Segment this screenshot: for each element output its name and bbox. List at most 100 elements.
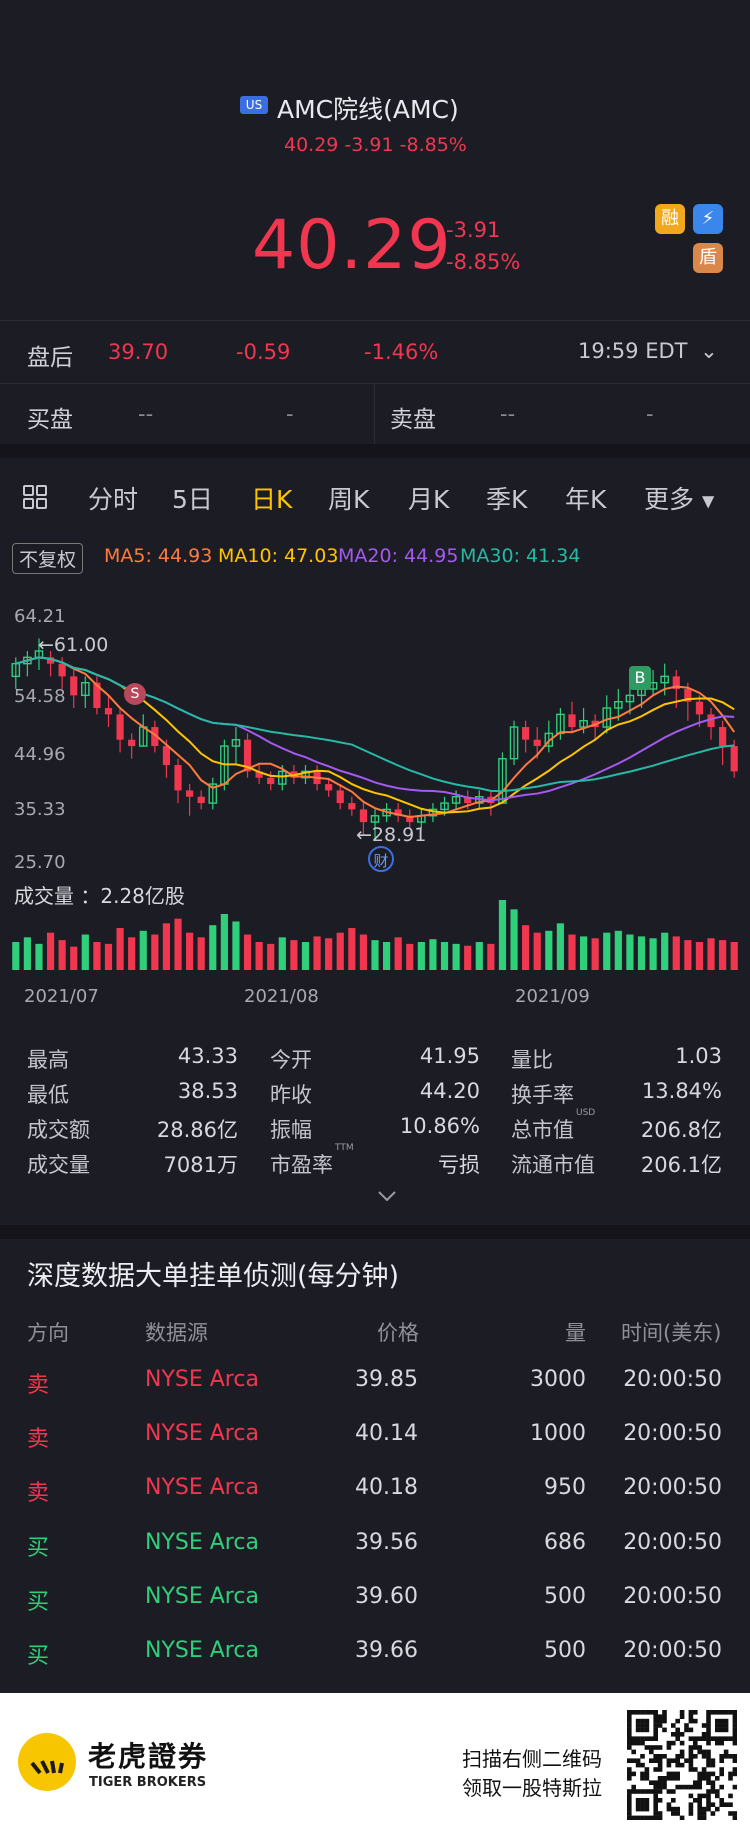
grid-menu-icon[interactable] (22, 484, 48, 510)
volume-bar (672, 936, 680, 970)
stat-label: 昨收 (270, 1083, 312, 1107)
stat-label: 量比 (511, 1048, 553, 1072)
tab-yearly-k[interactable]: 年K (565, 485, 607, 514)
stat-value: 206.1亿 (640, 1153, 722, 1177)
qr-module (671, 1806, 676, 1812)
qr-module (706, 1771, 711, 1777)
volume-bar (313, 936, 321, 970)
x-tick-0: 2021/07 (24, 986, 99, 1007)
qr-module (697, 1745, 702, 1750)
qr-module (627, 1771, 632, 1777)
qr-module (635, 1802, 641, 1807)
volume-bar (661, 932, 669, 970)
qr-module (644, 1736, 650, 1741)
qr-code[interactable] (627, 1710, 737, 1820)
after-hours-time[interactable]: 19:59 EDT ⌄ (578, 339, 718, 363)
qr-module (719, 1727, 724, 1733)
header-time: 时间(美东) (621, 1321, 722, 1345)
stat-value: 28.86亿 (156, 1118, 238, 1142)
qr-module (710, 1736, 716, 1741)
qr-module (635, 1710, 641, 1715)
depth-cell-qty: 500 (544, 1638, 586, 1663)
shield-badge-icon[interactable]: 盾 (693, 243, 723, 273)
margin-badge-icon[interactable]: 融 (655, 204, 685, 234)
depth-cell-qty: 500 (544, 1584, 586, 1609)
sell-marker-icon[interactable]: S (124, 683, 146, 705)
qr-module (723, 1723, 729, 1728)
qr-module (688, 1754, 694, 1759)
candle-body (46, 657, 55, 664)
qr-module (706, 1718, 711, 1724)
qr-module (679, 1815, 685, 1820)
volume-bar (174, 918, 182, 970)
volume-bar (452, 943, 460, 970)
tab-weekly-k[interactable]: 周K (328, 485, 370, 514)
qr-module (701, 1732, 707, 1737)
volume-bar (591, 938, 599, 970)
qr-module (649, 1736, 654, 1741)
volume-bar (197, 937, 205, 970)
volume-bar (255, 942, 263, 970)
depth-cell-time: 20:00:50 (623, 1530, 722, 1555)
candle-body (348, 803, 356, 810)
candle-body (522, 727, 530, 740)
qr-module (635, 1806, 641, 1812)
candle-body (186, 790, 194, 797)
qr-module (675, 1736, 680, 1741)
qr-module (631, 1771, 636, 1777)
volume-bar (406, 943, 414, 970)
tab-intraday[interactable]: 分时 (88, 485, 139, 514)
volume-bar (35, 943, 43, 970)
stat-value: 10.86% (399, 1114, 480, 1138)
qr-module (644, 1745, 650, 1750)
qr-module (653, 1758, 658, 1763)
volume-bar (707, 938, 715, 970)
qr-module (697, 1802, 702, 1807)
candle-body (406, 815, 414, 823)
qr-module (732, 1784, 737, 1790)
buy-marker-icon[interactable]: B (629, 666, 651, 690)
volume-bar (23, 937, 31, 970)
stat-value: 38.53 (177, 1079, 238, 1103)
qr-module (728, 1754, 733, 1759)
qr-module (715, 1789, 720, 1794)
volume-bar (186, 932, 194, 970)
stat-value: 41.95 (419, 1044, 480, 1068)
earnings-marker-icon[interactable]: 财 (368, 846, 394, 872)
qr-module (693, 1780, 698, 1785)
tab-5day[interactable]: 5日 (172, 485, 213, 514)
qr-module (653, 1736, 658, 1741)
price-change-pct: -8.85% (446, 250, 521, 274)
volume-bar (232, 921, 240, 970)
tiger-logo-icon (18, 1733, 76, 1791)
tab-quarterly-k[interactable]: 季K (486, 485, 528, 514)
qr-module (697, 1780, 702, 1785)
candle-body (440, 802, 449, 811)
candlestick-chart[interactable] (0, 590, 750, 1060)
volume-bar (498, 900, 507, 970)
qr-module (653, 1745, 658, 1750)
qr-module (644, 1767, 650, 1772)
expand-chevron-icon[interactable] (377, 1188, 397, 1202)
tab-more[interactable]: 更多 ▼ (644, 480, 714, 516)
flash-badge-icon[interactable]: ⚡ (693, 204, 723, 234)
header-side: 方向 (27, 1321, 69, 1345)
qr-module (662, 1780, 667, 1785)
candle-body (151, 727, 159, 747)
qr-module (693, 1740, 698, 1746)
depth-cell-qty: 3000 (530, 1367, 586, 1392)
qr-module (697, 1793, 702, 1799)
tab-daily-k[interactable]: 日K (251, 485, 293, 514)
qr-module (631, 1784, 636, 1790)
candle-body (614, 700, 623, 709)
qr-module (671, 1740, 676, 1746)
tab-monthly-k[interactable]: 月K (408, 485, 450, 514)
qr-module (688, 1718, 694, 1724)
qr-module (657, 1784, 663, 1790)
depth-cell-source: NYSE Arca (145, 1584, 259, 1609)
qr-module (662, 1710, 667, 1715)
qr-module (710, 1784, 716, 1790)
adjust-toggle[interactable]: 不复权 (12, 543, 84, 574)
qr-module (666, 1789, 672, 1794)
qr-module (697, 1806, 702, 1812)
